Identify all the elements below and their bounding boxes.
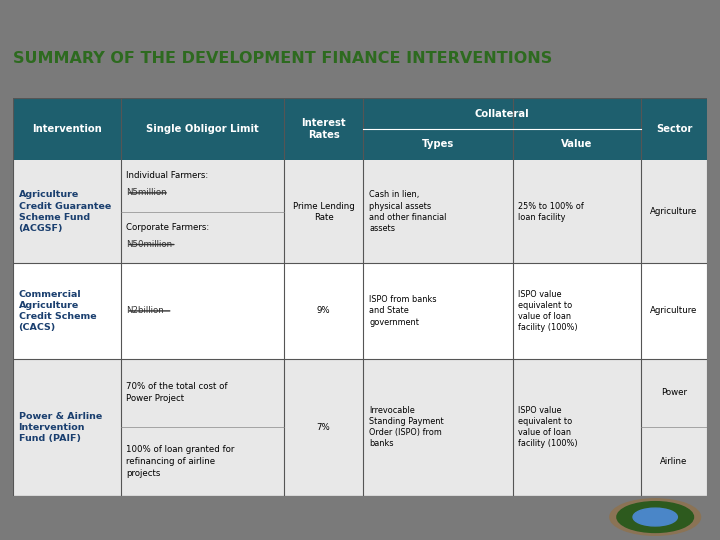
Text: ISPO value
equivalent to
value of loan
facility (100%): ISPO value equivalent to value of loan f… xyxy=(518,406,578,448)
Text: Irrevocable
Standing Payment
Order (ISPO) from
banks: Irrevocable Standing Payment Order (ISPO… xyxy=(369,406,444,448)
Text: Power: Power xyxy=(661,388,687,397)
Bar xyxy=(13,160,707,263)
Text: Agriculture: Agriculture xyxy=(650,207,698,216)
Text: Individual Farmers:: Individual Farmers: xyxy=(126,171,208,180)
Text: Sector: Sector xyxy=(656,124,692,134)
Text: Cash in lien,
physical assets
and other financial
assets: Cash in lien, physical assets and other … xyxy=(369,191,446,233)
Text: ISPO from banks
and State
government: ISPO from banks and State government xyxy=(369,295,436,327)
Bar xyxy=(13,263,707,359)
Text: 70% of the total cost of
Power Project: 70% of the total cost of Power Project xyxy=(126,382,228,403)
Text: Types: Types xyxy=(422,139,454,150)
Text: Interest
Rates: Interest Rates xyxy=(301,118,346,140)
Text: ISPO value
equivalent to
value of loan
facility (100%): ISPO value equivalent to value of loan f… xyxy=(518,290,578,332)
Bar xyxy=(13,359,707,496)
Text: SUMMARY OF THE DEVELOPMENT FINANCE INTERVENTIONS: SUMMARY OF THE DEVELOPMENT FINANCE INTER… xyxy=(13,51,552,65)
Text: Value: Value xyxy=(561,139,593,150)
Text: 100% of loan granted for
refinancing of airline
projects: 100% of loan granted for refinancing of … xyxy=(126,445,235,478)
Text: Intervention: Intervention xyxy=(32,124,102,134)
Circle shape xyxy=(610,499,701,535)
Text: Single Obligor Limit: Single Obligor Limit xyxy=(145,124,258,134)
Text: Commercial
Agriculture
Credit Scheme
(CACS): Commercial Agriculture Credit Scheme (CA… xyxy=(19,290,96,332)
Text: Agriculture: Agriculture xyxy=(650,306,698,315)
Text: Collateral: Collateral xyxy=(475,109,530,119)
Text: 25% to 100% of
loan facility: 25% to 100% of loan facility xyxy=(518,201,584,221)
Text: Corporate Farmers:: Corporate Farmers: xyxy=(126,223,210,232)
Circle shape xyxy=(633,508,678,526)
Text: N50million: N50million xyxy=(126,240,172,249)
Text: N5million: N5million xyxy=(126,188,167,198)
Text: 9%: 9% xyxy=(317,306,330,315)
Text: Airline: Airline xyxy=(660,457,688,466)
Circle shape xyxy=(617,502,693,532)
Text: Power & Airline
Intervention
Fund (PAIF): Power & Airline Intervention Fund (PAIF) xyxy=(19,411,102,443)
Bar xyxy=(13,98,707,160)
Text: 7%: 7% xyxy=(317,423,330,431)
Text: Agriculture
Credit Guarantee
Scheme Fund
(ACGSF): Agriculture Credit Guarantee Scheme Fund… xyxy=(19,191,111,233)
Text: N2billion: N2billion xyxy=(126,306,164,315)
Text: Prime Lending
Rate: Prime Lending Rate xyxy=(293,201,354,221)
